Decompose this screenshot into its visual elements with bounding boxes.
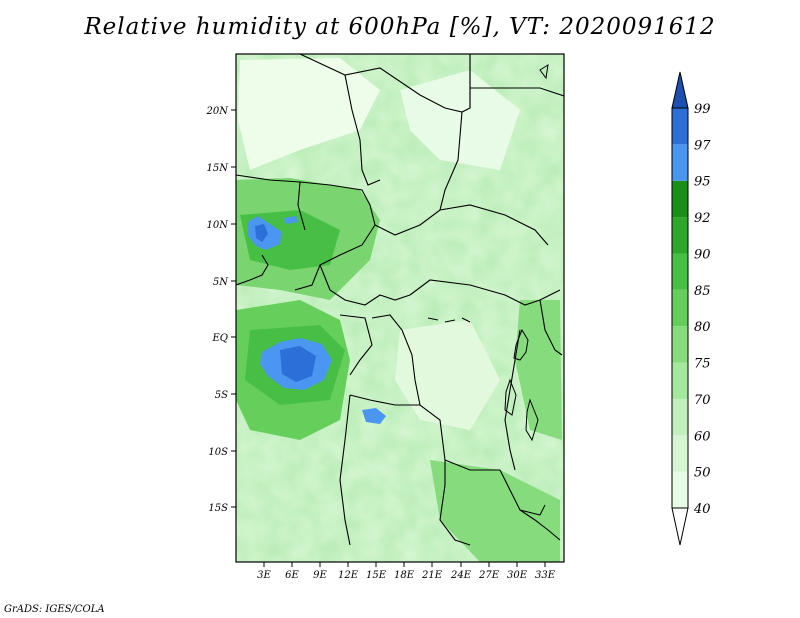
colorbar-band (672, 253, 688, 290)
colorbar-band (672, 398, 688, 436)
lon-label: 9E (313, 570, 327, 581)
lakes-and-rivers (427, 63, 549, 516)
dry-patch-sahara (238, 58, 380, 170)
moist-east-patch (515, 300, 562, 440)
saturated-patch-nigeria-core (255, 224, 268, 242)
colorbar-band (672, 471, 688, 508)
map-title: Relative humidity at 600hPa [%], VT: 202… (84, 14, 716, 40)
lat-label: 15N (207, 163, 230, 174)
saturated-patch-small (284, 216, 298, 224)
colorbar: 40 50 60 70 75 80 85 90 92 95 97 99 (671, 71, 711, 546)
colorbar-label: 99 (694, 102, 711, 117)
lon-label: 6E (285, 570, 299, 581)
colorbar-top-triangle (671, 71, 689, 109)
colorbar-frame (671, 107, 689, 509)
colorbar-band (672, 217, 688, 254)
moist-south (430, 460, 560, 562)
saturated-patch-angola (362, 408, 386, 424)
colorbar-label: 75 (694, 357, 711, 372)
colorbar-band (672, 108, 688, 145)
colorbar-label: 60 (694, 429, 711, 444)
lon-label: 30E (507, 570, 528, 581)
dry-patch-congo (395, 320, 500, 430)
latitude-axis: 20N 15N 10N 5N EQ 5S 10S 15S (206, 106, 236, 514)
lon-label: 18E (394, 570, 415, 581)
colorbar-label: 97 (694, 138, 711, 153)
colorbar-band (672, 326, 688, 363)
lon-label: 21E (421, 570, 443, 581)
lat-label: 15S (208, 503, 228, 514)
lat-label: 5N (213, 277, 229, 288)
colorbar-label: 90 (694, 247, 711, 262)
lon-label: 15E (366, 570, 387, 581)
colorbar-segments (672, 108, 688, 508)
lon-label: 33E (535, 570, 556, 581)
map-panel (236, 54, 564, 562)
grads-credit: GrADS: IGES/COLA (4, 604, 105, 615)
colorbar-label: 50 (694, 466, 711, 481)
country-borders (236, 54, 564, 546)
colorbar-band (672, 435, 688, 472)
colorbar-label: 95 (694, 175, 711, 190)
lon-label: 27E (478, 570, 500, 581)
map-frame (235, 53, 565, 563)
lat-label: EQ (212, 333, 229, 344)
lat-label: 10N (207, 220, 230, 231)
colorbar-bottom-triangle (671, 507, 689, 546)
colorbar-label: 70 (694, 393, 711, 408)
colorbar-band (672, 289, 688, 327)
colorbar-label: 85 (694, 284, 711, 299)
lat-label: 5S (215, 390, 228, 401)
colorbar-band (672, 362, 688, 399)
longitude-axis: 3E 6E 9E 12E 15E 18E 21E 24E 27E 30E 33E (257, 562, 556, 581)
lon-label: 24E (450, 570, 472, 581)
colorbar-label: 40 (693, 502, 711, 517)
dry-patch-east (400, 70, 520, 170)
lon-label: 3E (257, 570, 271, 581)
colorbar-band (672, 144, 688, 181)
saturated-patch-gabon-core (280, 346, 316, 382)
lat-label: 10S (208, 447, 228, 458)
colorbar-band (672, 180, 688, 218)
lat-label: 20N (206, 106, 230, 117)
colorbar-label: 92 (694, 211, 711, 226)
colorbar-labels: 40 50 60 70 75 80 85 90 92 95 97 99 (693, 102, 711, 517)
colorbar-label: 80 (694, 320, 711, 335)
lon-label: 12E (338, 570, 359, 581)
